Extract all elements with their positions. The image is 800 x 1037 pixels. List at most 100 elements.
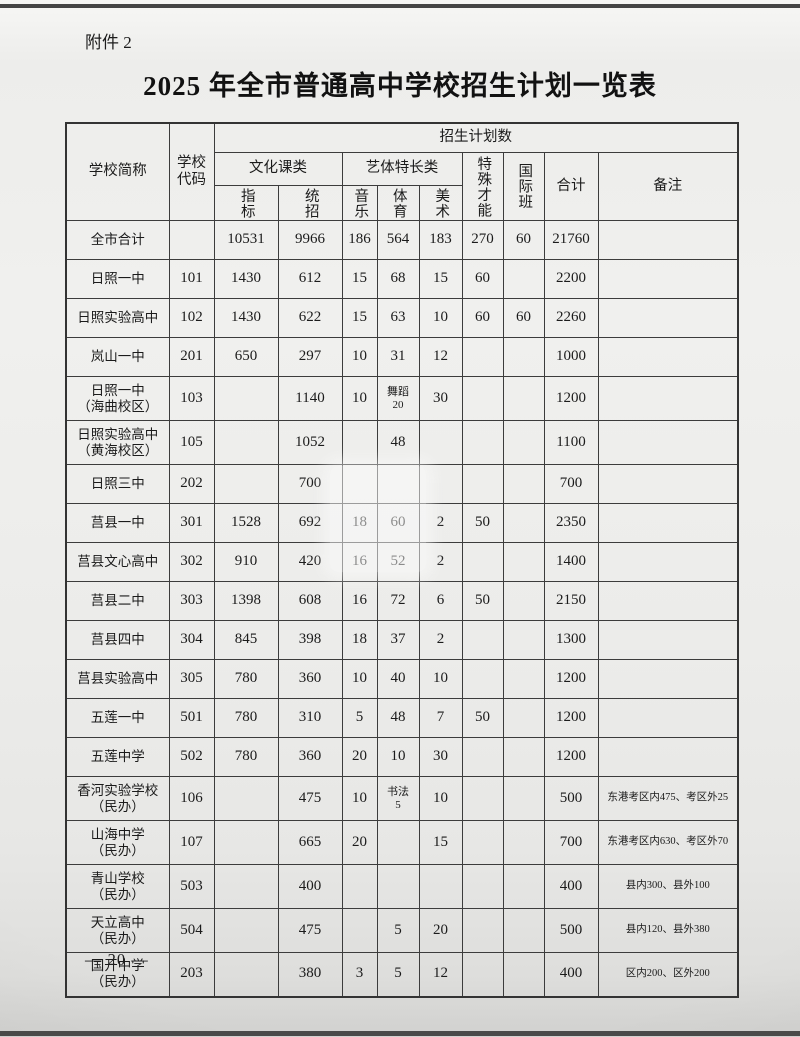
cell-special-talent <box>461 820 504 865</box>
cell-zhibiao: 10531 <box>213 220 279 260</box>
cell-special-talent: 50 <box>461 698 504 738</box>
cell-zhibiao <box>213 864 279 909</box>
cell-international <box>502 503 545 543</box>
cell-school-name: 日照实验高中 <box>65 298 170 338</box>
table-row: 青山学校 （民办） 503 400 400 县内300、县外100 <box>65 864 739 909</box>
cell-remark: 县内120、县外380 <box>597 908 739 953</box>
cell-tongzhao: 692 <box>277 503 343 543</box>
cell-school-code: 302 <box>168 542 215 582</box>
cell-remark: 东港考区内630、考区外70 <box>597 820 739 865</box>
cell-music: 18 <box>341 620 378 660</box>
cell-remark <box>597 220 739 260</box>
cell-zhibiao <box>213 376 279 421</box>
cell-school-code: 103 <box>168 376 215 421</box>
table-row: 天立高中 （民办） 504 475 5 20 500 县内120、县外380 <box>65 908 739 953</box>
cell-art: 15 <box>418 259 463 299</box>
cell-international <box>502 464 545 504</box>
cell-tongzhao: 612 <box>277 259 343 299</box>
cell-sports: 舞蹈 20 <box>376 376 420 421</box>
table-row: 莒县二中 303 1398 608 16 72 6 50 2150 <box>65 581 739 621</box>
cell-tongzhao: 360 <box>277 659 343 699</box>
table-row: 日照一中 101 1430 612 15 68 15 60 2200 <box>65 259 739 299</box>
cell-sports <box>376 820 420 865</box>
cell-school-code: 102 <box>168 298 215 338</box>
cell-special-talent: 270 <box>461 220 504 260</box>
cell-remark <box>597 698 739 738</box>
cell-tongzhao: 700 <box>277 464 343 504</box>
header-remark: 备注 <box>597 152 739 221</box>
cell-zhibiao: 650 <box>213 337 279 377</box>
cell-special-talent: 60 <box>461 298 504 338</box>
cell-sports: 5 <box>376 952 420 997</box>
cell-school-name: 天立高中 （民办） <box>65 908 170 953</box>
cell-sports: 48 <box>376 698 420 738</box>
cell-sports: 48 <box>376 420 420 465</box>
cell-total: 2150 <box>543 581 599 621</box>
cell-school-name: 莒县实验高中 <box>65 659 170 699</box>
cell-music: 10 <box>341 376 378 421</box>
table-row: 岚山一中 201 650 297 10 31 12 1000 <box>65 337 739 377</box>
cell-sports: 10 <box>376 737 420 777</box>
cell-music: 3 <box>341 952 378 997</box>
cell-zhibiao: 780 <box>213 698 279 738</box>
cell-tongzhao: 608 <box>277 581 343 621</box>
cell-school-name: 五莲中学 <box>65 737 170 777</box>
cell-total: 21760 <box>543 220 599 260</box>
cell-music <box>341 864 378 909</box>
cell-music <box>341 464 378 504</box>
table-row: 日照一中 （海曲校区） 103 1140 10 舞蹈 20 30 1200 <box>65 376 739 421</box>
cell-school-name: 莒县文心高中 <box>65 542 170 582</box>
cell-international: 60 <box>502 220 545 260</box>
cell-total: 2200 <box>543 259 599 299</box>
cell-tongzhao: 9966 <box>277 220 343 260</box>
cell-special-talent <box>461 659 504 699</box>
cell-art: 30 <box>418 376 463 421</box>
cell-total: 1400 <box>543 542 599 582</box>
cell-total: 1200 <box>543 698 599 738</box>
cell-zhibiao: 1528 <box>213 503 279 543</box>
cell-music: 15 <box>341 298 378 338</box>
cell-art: 183 <box>418 220 463 260</box>
cell-school-name: 莒县二中 <box>65 581 170 621</box>
cell-school-code: 202 <box>168 464 215 504</box>
header-international-class: 国际班 <box>502 152 545 221</box>
cell-tongzhao: 622 <box>277 298 343 338</box>
table-row: 五莲中学 502 780 360 20 10 30 1200 <box>65 737 739 777</box>
cell-remark <box>597 420 739 465</box>
cell-remark <box>597 259 739 299</box>
cell-tongzhao: 398 <box>277 620 343 660</box>
cell-school-code: 203 <box>168 952 215 997</box>
cell-school-code <box>168 220 215 260</box>
cell-international <box>502 337 545 377</box>
attachment-label: 附件 2 <box>85 33 132 52</box>
cell-music <box>341 908 378 953</box>
cell-international <box>502 581 545 621</box>
table-row: 日照实验高中 （黄海校区） 105 1052 48 1100 <box>65 420 739 465</box>
cell-art: 30 <box>418 737 463 777</box>
table-row: 全市合计 10531 9966 186 564 183 270 60 21760 <box>65 220 739 260</box>
cell-special-talent <box>461 464 504 504</box>
cell-total: 400 <box>543 864 599 909</box>
table-row: 日照三中 202 700 700 <box>65 464 739 504</box>
cell-special-talent <box>461 542 504 582</box>
cell-art: 10 <box>418 776 463 821</box>
cell-school-code: 301 <box>168 503 215 543</box>
cell-music: 10 <box>341 776 378 821</box>
cell-art <box>418 864 463 909</box>
cell-school-name: 莒县一中 <box>65 503 170 543</box>
cell-total: 2260 <box>543 298 599 338</box>
cell-international <box>502 864 545 909</box>
cell-international <box>502 952 545 997</box>
cell-tongzhao: 475 <box>277 776 343 821</box>
cell-total: 400 <box>543 952 599 997</box>
cell-art: 7 <box>418 698 463 738</box>
cell-zhibiao <box>213 420 279 465</box>
cell-music: 10 <box>341 659 378 699</box>
cell-international <box>502 820 545 865</box>
cell-total: 1300 <box>543 620 599 660</box>
cell-special-talent: 50 <box>461 503 504 543</box>
cell-school-code: 106 <box>168 776 215 821</box>
cell-remark: 东港考区内475、考区外25 <box>597 776 739 821</box>
header-zhibiao: 指标 <box>213 185 279 221</box>
cell-remark <box>597 298 739 338</box>
